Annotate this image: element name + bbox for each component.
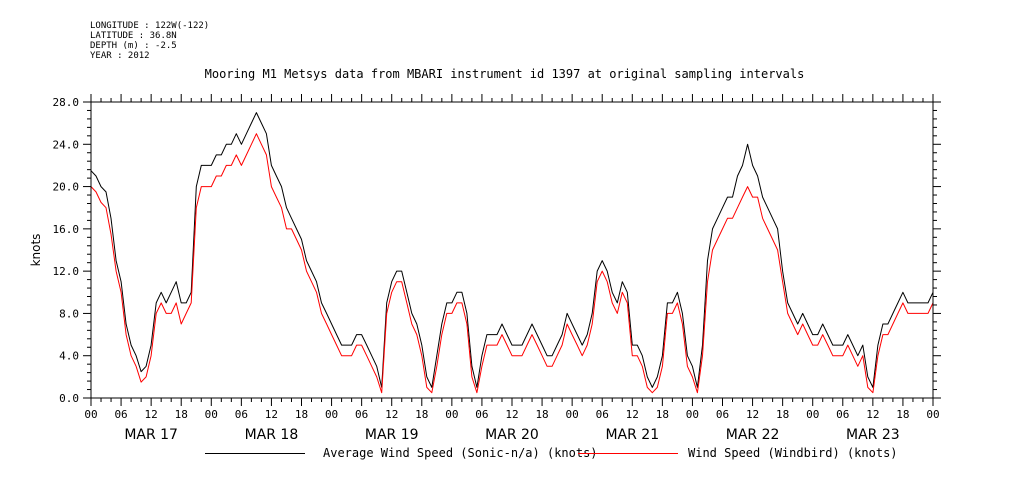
x-hour-label: 12: [626, 408, 639, 421]
y-tick-label: 16.0: [53, 223, 80, 236]
x-hour-label: 00: [566, 408, 579, 421]
x-hour-label: 00: [686, 408, 699, 421]
y-axis-label: knots: [29, 234, 43, 267]
metadata-block: LONGITUDE : 122W(-122) LATITUDE : 36.8N …: [90, 21, 209, 61]
x-hour-label: 18: [776, 408, 789, 421]
x-hour-label: 00: [806, 408, 819, 421]
x-hour-label: 06: [596, 408, 609, 421]
meta-year: YEAR : 2012: [90, 51, 150, 61]
meta-depth: DEPTH (m) : -2.5: [90, 41, 177, 51]
y-tick-label: 12.0: [53, 265, 80, 278]
x-hour-label: 12: [505, 408, 518, 421]
x-hour-label: 18: [415, 408, 428, 421]
x-hour-label: 12: [145, 408, 158, 421]
y-tick-label: 20.0: [53, 181, 80, 194]
x-hour-label: 06: [114, 408, 127, 421]
y-tick-label: 4.0: [59, 350, 79, 363]
x-day-label: MAR 18: [245, 427, 299, 443]
plot-frame: [90, 101, 934, 399]
x-hour-label: 18: [896, 408, 909, 421]
x-day-label: MAR 20: [485, 427, 539, 443]
x-hour-label: 00: [445, 408, 458, 421]
x-hour-label: 18: [535, 408, 548, 421]
series-windbird-line: [90, 133, 934, 394]
chart-title: Mooring M1 Metsys data from MBARI instru…: [204, 67, 805, 81]
x-hour-label: 06: [716, 408, 729, 421]
x-day-label: MAR 21: [605, 427, 659, 443]
x-hour-label: 18: [175, 408, 188, 421]
x-hour-label: 12: [746, 408, 759, 421]
legend-line-sonic: [205, 453, 305, 454]
legend-label-sonic: Average Wind Speed (Sonic-n/a) (knots): [323, 446, 598, 460]
meta-latitude: LATITUDE : 36.8N: [90, 31, 177, 41]
legend-label-windbird: Wind Speed (Windbird) (knots): [688, 446, 898, 460]
series-lines: [90, 112, 934, 394]
x-hour-label: 06: [355, 408, 368, 421]
x-day-label: MAR 23: [846, 427, 900, 443]
x-hour-label: 18: [656, 408, 669, 421]
x-hour-label: 00: [205, 408, 218, 421]
x-hour-label: 06: [235, 408, 248, 421]
x-hour-label: 00: [84, 408, 97, 421]
y-tick-label: 8.0: [59, 307, 79, 320]
x-hour-label: 18: [295, 408, 308, 421]
x-day-label: MAR 19: [365, 427, 419, 443]
meta-longitude: LONGITUDE : 122W(-122): [90, 21, 210, 31]
x-hour-label: 00: [325, 408, 338, 421]
x-hour-label: 06: [836, 408, 849, 421]
x-hour-label: 12: [385, 408, 398, 421]
x-hour-label: 00: [926, 408, 939, 421]
axis-labels: 0.0 4.0 8.0 12.0 16.0 20.0 24.0 28.0 00 06 12 18 00 0…: [29, 96, 940, 443]
series-sonic-line: [90, 112, 934, 388]
tick-marks: [83, 94, 941, 406]
x-hour-label: 12: [866, 408, 879, 421]
y-tick-label: 24.0: [53, 138, 80, 151]
legend: Average Wind Speed (Sonic-n/a) (knots) W…: [0, 446, 1009, 464]
x-hour-label: 06: [475, 408, 488, 421]
x-day-label: MAR 22: [726, 427, 780, 443]
x-hour-label: 12: [265, 408, 278, 421]
y-tick-label: 28.0: [53, 96, 80, 109]
x-day-label: MAR 17: [124, 427, 178, 443]
legend-line-windbird: [578, 453, 678, 454]
y-tick-label: 0.0: [59, 392, 79, 405]
